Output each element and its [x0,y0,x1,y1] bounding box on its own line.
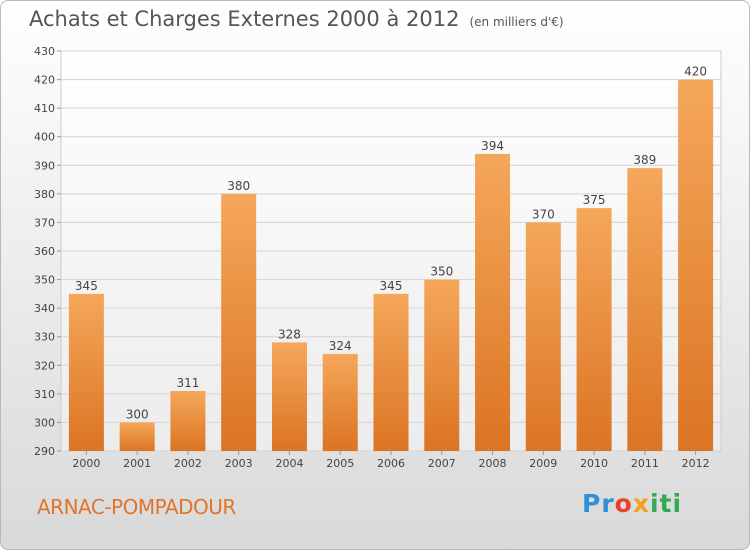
y-tick-label: 380 [34,188,55,201]
x-tick-label: 2010 [580,457,608,470]
bar-value-label: 345 [380,279,403,293]
x-tick-label: 2003 [225,457,253,470]
commune-name: ARNAC-POMPADOUR [37,495,236,519]
bar [119,422,155,451]
bar-value-label: 370 [532,207,555,221]
bar [221,193,257,451]
bar [627,168,663,451]
y-tick-label: 320 [34,359,55,372]
y-tick-label: 330 [34,331,55,344]
bar-value-label: 328 [278,327,301,341]
x-tick-label: 2011 [631,457,659,470]
bar [525,222,561,451]
bar-value-label: 375 [583,193,606,207]
x-tick-label: 2012 [682,457,710,470]
bar-value-label: 394 [481,139,504,153]
bar [68,293,104,451]
bar-value-label: 380 [227,179,250,193]
proxiti-logo: Proxiti [582,489,683,518]
y-tick-label: 430 [34,45,55,58]
bar [170,391,206,451]
chart-title: Achats et Charges Externes 2000 à 2012 [29,7,460,31]
x-tick-label: 2008 [479,457,507,470]
y-tick-label: 310 [34,388,55,401]
x-tick-label: 2000 [72,457,100,470]
bar [373,293,409,451]
bar [271,342,307,451]
x-tick-label: 2004 [275,457,303,470]
bar [424,279,460,451]
chart-unit-label: (en milliers d'€) [469,15,564,29]
y-tick-label: 290 [34,445,55,458]
bar-value-label: 345 [75,279,98,293]
bar [322,353,358,451]
y-tick-label: 360 [34,245,55,258]
y-tick-label: 390 [34,159,55,172]
bar [475,153,511,451]
y-tick-label: 370 [34,216,55,229]
y-tick-label: 410 [34,102,55,115]
x-tick-label: 2002 [174,457,202,470]
x-tick-label: 2006 [377,457,405,470]
x-tick-label: 2009 [529,457,557,470]
y-tick-label: 350 [34,274,55,287]
x-tick-label: 2001 [123,457,151,470]
bar-value-label: 389 [633,153,656,167]
y-tick-label: 420 [34,74,55,87]
bar-value-label: 350 [430,265,453,279]
bar-value-label: 324 [329,339,352,353]
x-tick-label: 2005 [326,457,354,470]
bar [678,79,714,452]
y-tick-label: 400 [34,131,55,144]
bar-value-label: 311 [176,376,199,390]
y-tick-label: 300 [34,416,55,429]
bar-value-label: 300 [126,407,149,421]
bar-value-label: 420 [684,65,707,79]
bar [576,208,612,451]
x-tick-label: 2007 [428,457,456,470]
y-tick-label: 340 [34,302,55,315]
chart-title-block: Achats et Charges Externes 2000 à 2012 (e… [29,7,564,31]
